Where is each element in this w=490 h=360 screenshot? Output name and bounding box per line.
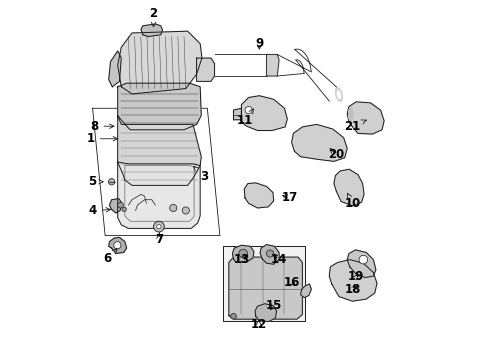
Circle shape xyxy=(359,255,368,264)
Text: 16: 16 xyxy=(283,276,300,289)
Text: 21: 21 xyxy=(344,120,366,133)
Text: 15: 15 xyxy=(266,299,282,312)
Polygon shape xyxy=(232,245,254,262)
Bar xyxy=(223,246,305,320)
Polygon shape xyxy=(109,51,122,87)
Text: 1: 1 xyxy=(87,132,118,145)
Circle shape xyxy=(114,242,121,249)
Polygon shape xyxy=(118,162,200,228)
Polygon shape xyxy=(242,96,287,131)
Circle shape xyxy=(267,250,274,257)
Polygon shape xyxy=(255,304,276,321)
Polygon shape xyxy=(109,199,122,213)
Circle shape xyxy=(245,107,252,114)
Text: 11: 11 xyxy=(237,109,253,127)
Circle shape xyxy=(122,207,126,212)
Circle shape xyxy=(182,207,190,214)
Polygon shape xyxy=(141,24,163,37)
Polygon shape xyxy=(347,102,384,134)
Text: 19: 19 xyxy=(348,270,365,283)
Text: 8: 8 xyxy=(90,120,114,133)
Text: 9: 9 xyxy=(255,37,264,50)
Text: 6: 6 xyxy=(103,249,117,265)
Polygon shape xyxy=(292,125,347,161)
Polygon shape xyxy=(234,108,242,120)
Text: 5: 5 xyxy=(89,175,103,188)
Ellipse shape xyxy=(337,90,341,99)
Polygon shape xyxy=(118,116,201,185)
Polygon shape xyxy=(267,54,279,76)
Polygon shape xyxy=(118,83,201,130)
Ellipse shape xyxy=(348,107,353,122)
Polygon shape xyxy=(329,260,377,301)
Polygon shape xyxy=(109,237,126,253)
Polygon shape xyxy=(245,183,274,208)
Polygon shape xyxy=(118,31,202,94)
Text: 10: 10 xyxy=(344,193,361,210)
Polygon shape xyxy=(196,58,215,81)
Text: 20: 20 xyxy=(328,148,344,161)
Polygon shape xyxy=(334,169,364,206)
Text: 2: 2 xyxy=(149,7,158,27)
Circle shape xyxy=(118,202,123,208)
Polygon shape xyxy=(300,284,311,298)
Circle shape xyxy=(231,314,236,319)
Text: 12: 12 xyxy=(250,318,267,331)
Text: 18: 18 xyxy=(344,283,361,296)
Text: 14: 14 xyxy=(271,253,287,266)
Polygon shape xyxy=(229,257,302,319)
Ellipse shape xyxy=(335,88,343,102)
Text: 7: 7 xyxy=(155,233,163,246)
Circle shape xyxy=(108,179,115,185)
Text: 3: 3 xyxy=(194,166,208,183)
Text: 4: 4 xyxy=(89,204,110,217)
Polygon shape xyxy=(260,244,279,264)
Circle shape xyxy=(153,221,164,232)
Circle shape xyxy=(239,249,247,258)
Polygon shape xyxy=(347,250,376,278)
Text: 17: 17 xyxy=(282,192,298,204)
Circle shape xyxy=(170,204,177,212)
Circle shape xyxy=(157,225,161,229)
Text: 13: 13 xyxy=(234,253,250,266)
